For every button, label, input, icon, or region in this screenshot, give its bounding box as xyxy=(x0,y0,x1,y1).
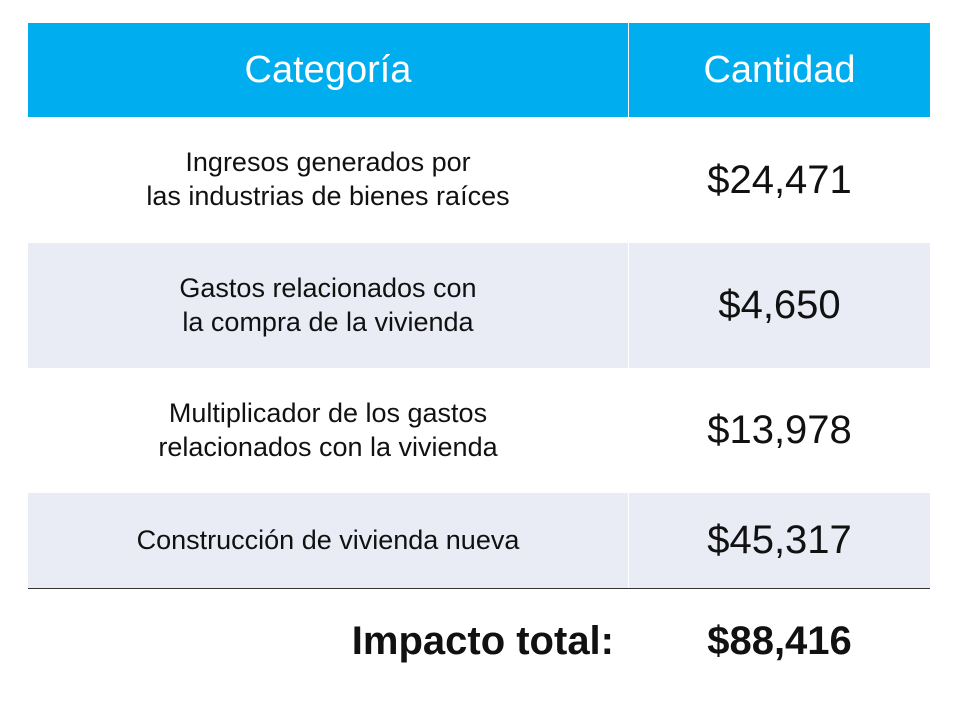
column-separator xyxy=(628,23,629,117)
total-value: $88,416 xyxy=(707,618,852,663)
category-cell: Multiplicador de los gastos relacionados … xyxy=(28,368,628,493)
category-line: relacionados con la vivienda xyxy=(158,431,498,462)
amount-cell: $24,471 xyxy=(707,157,852,202)
table-rule xyxy=(28,588,930,589)
category-line: las industrias de bienes raíces xyxy=(146,181,510,211)
amount-cell: $45,317 xyxy=(629,493,930,588)
category-line: Multiplicador de los gastos xyxy=(168,397,488,428)
category-line: Construcción de vivienda nueva xyxy=(136,524,520,555)
total-label: Impacto total: xyxy=(351,618,614,663)
amount-cell: $4,650 xyxy=(629,243,930,368)
category-line: la compra de la vivienda xyxy=(182,306,474,337)
category-cell: Ingresos generados por las industrias de … xyxy=(28,117,628,243)
category-line: Gastos relacionados con xyxy=(179,272,477,303)
column-separator xyxy=(628,243,629,368)
amount-cell: $13,978 xyxy=(707,408,852,452)
category-cell: Construcción de vivienda nueva xyxy=(28,493,628,588)
header-cell: Cantidad xyxy=(629,23,930,117)
category-line: Ingresos generados por xyxy=(185,147,471,178)
header-cell: Categoría xyxy=(28,23,628,117)
category-cell: Gastos relacionados con la compra de la v… xyxy=(28,243,628,368)
column-separator xyxy=(628,493,629,588)
